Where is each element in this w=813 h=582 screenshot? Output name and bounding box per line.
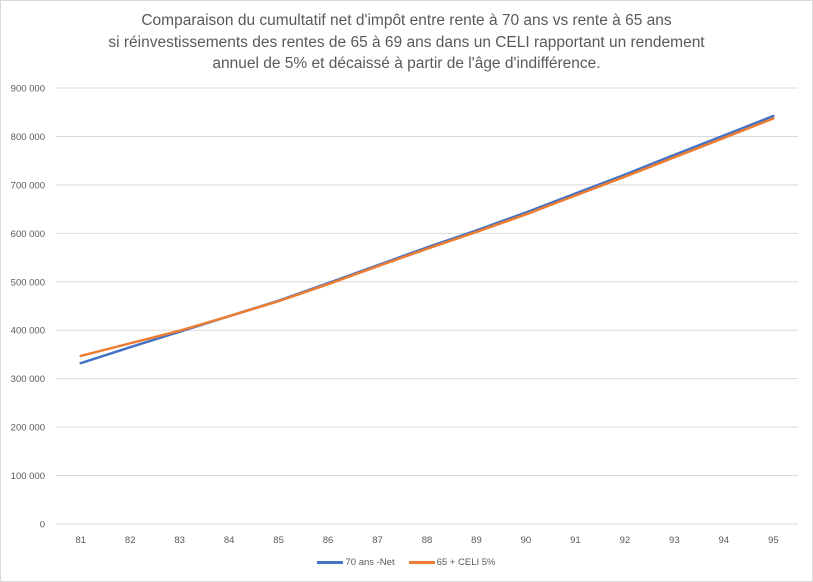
- x-tick-label: 81: [75, 535, 86, 546]
- legend-item-70-ans-net: 70 ans -Net: [317, 557, 395, 568]
- x-axis-ticks: 81 82 83 84 85 86 87 88 89 90 91 92 93 94 95: [75, 535, 778, 546]
- y-tick-label: 900 000: [11, 84, 45, 95]
- x-tick-label: 88: [422, 535, 433, 546]
- series-lines: [79, 114, 775, 365]
- y-axis-ticks: 0 100 000 200 000 300 000 400 000 500 000 600 …: [11, 84, 45, 531]
- legend: 70 ans -Net 65 + CELI 5%: [0, 557, 813, 568]
- y-tick-label: 600 000: [11, 229, 45, 240]
- x-tick-label: 85: [273, 535, 284, 546]
- x-tick-label: 86: [323, 535, 334, 546]
- y-tick-label: 300 000: [11, 374, 45, 385]
- x-tick-label: 84: [224, 535, 235, 546]
- y-tick-label: 700 000: [11, 180, 45, 191]
- x-tick-label: 90: [521, 535, 532, 546]
- series-line-1: [79, 117, 775, 358]
- chart-title-line-2: si réinvestissements des rentes de 65 à …: [108, 33, 705, 51]
- x-tick-label: 92: [620, 535, 631, 546]
- x-tick-label: 91: [570, 535, 581, 546]
- chart-title: Comparaison du cumultatif net d'impôt en…: [0, 10, 813, 75]
- y-tick-label: 500 000: [11, 277, 45, 288]
- y-tick-label: 800 000: [11, 132, 45, 143]
- x-tick-label: 95: [768, 535, 779, 546]
- x-tick-label: 82: [125, 535, 136, 546]
- chart-title-line-3: annuel de 5% et décaissé à partir de l'â…: [212, 55, 601, 72]
- x-tick-label: 89: [471, 535, 482, 546]
- legend-swatch-orange-icon: [408, 561, 435, 564]
- legend-label: 70 ans -Net: [345, 557, 395, 568]
- y-tick-label: 100 000: [11, 471, 45, 482]
- series-line-0: [79, 114, 775, 365]
- x-tick-label: 93: [669, 535, 680, 546]
- y-tick-label: 400 000: [11, 326, 45, 337]
- chart-title-line-1: Comparaison du cumultatif net d'impôt en…: [141, 12, 672, 29]
- x-tick-label: 83: [174, 535, 185, 546]
- y-tick-label: 0: [40, 520, 45, 531]
- y-tick-label: 200 000: [11, 423, 45, 434]
- legend-item-65-celi: 65 + CELI 5%: [408, 557, 496, 568]
- x-tick-label: 94: [719, 535, 730, 546]
- legend-swatch-blue-icon: [317, 561, 344, 564]
- x-tick-label: 87: [372, 535, 383, 546]
- legend-label: 65 + CELI 5%: [436, 557, 496, 568]
